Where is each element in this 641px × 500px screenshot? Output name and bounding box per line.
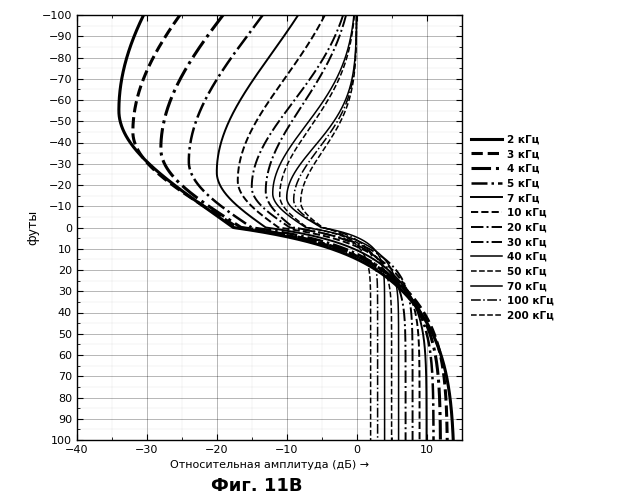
Text: Фиг. 11В: Фиг. 11В — [211, 477, 302, 495]
Y-axis label: футы: футы — [26, 210, 39, 245]
X-axis label: Относительная амплитуда (дБ) →: Относительная амплитуда (дБ) → — [170, 460, 369, 470]
Legend: 2 кГц, 3 кГц, 4 кГц, 5 кГц, 7 кГц, 10 кГц, 20 кГц, 30 кГц, 40 кГц, 50 кГц, 70 кГ: 2 кГц, 3 кГц, 4 кГц, 5 кГц, 7 кГц, 10 кГ… — [470, 134, 554, 320]
